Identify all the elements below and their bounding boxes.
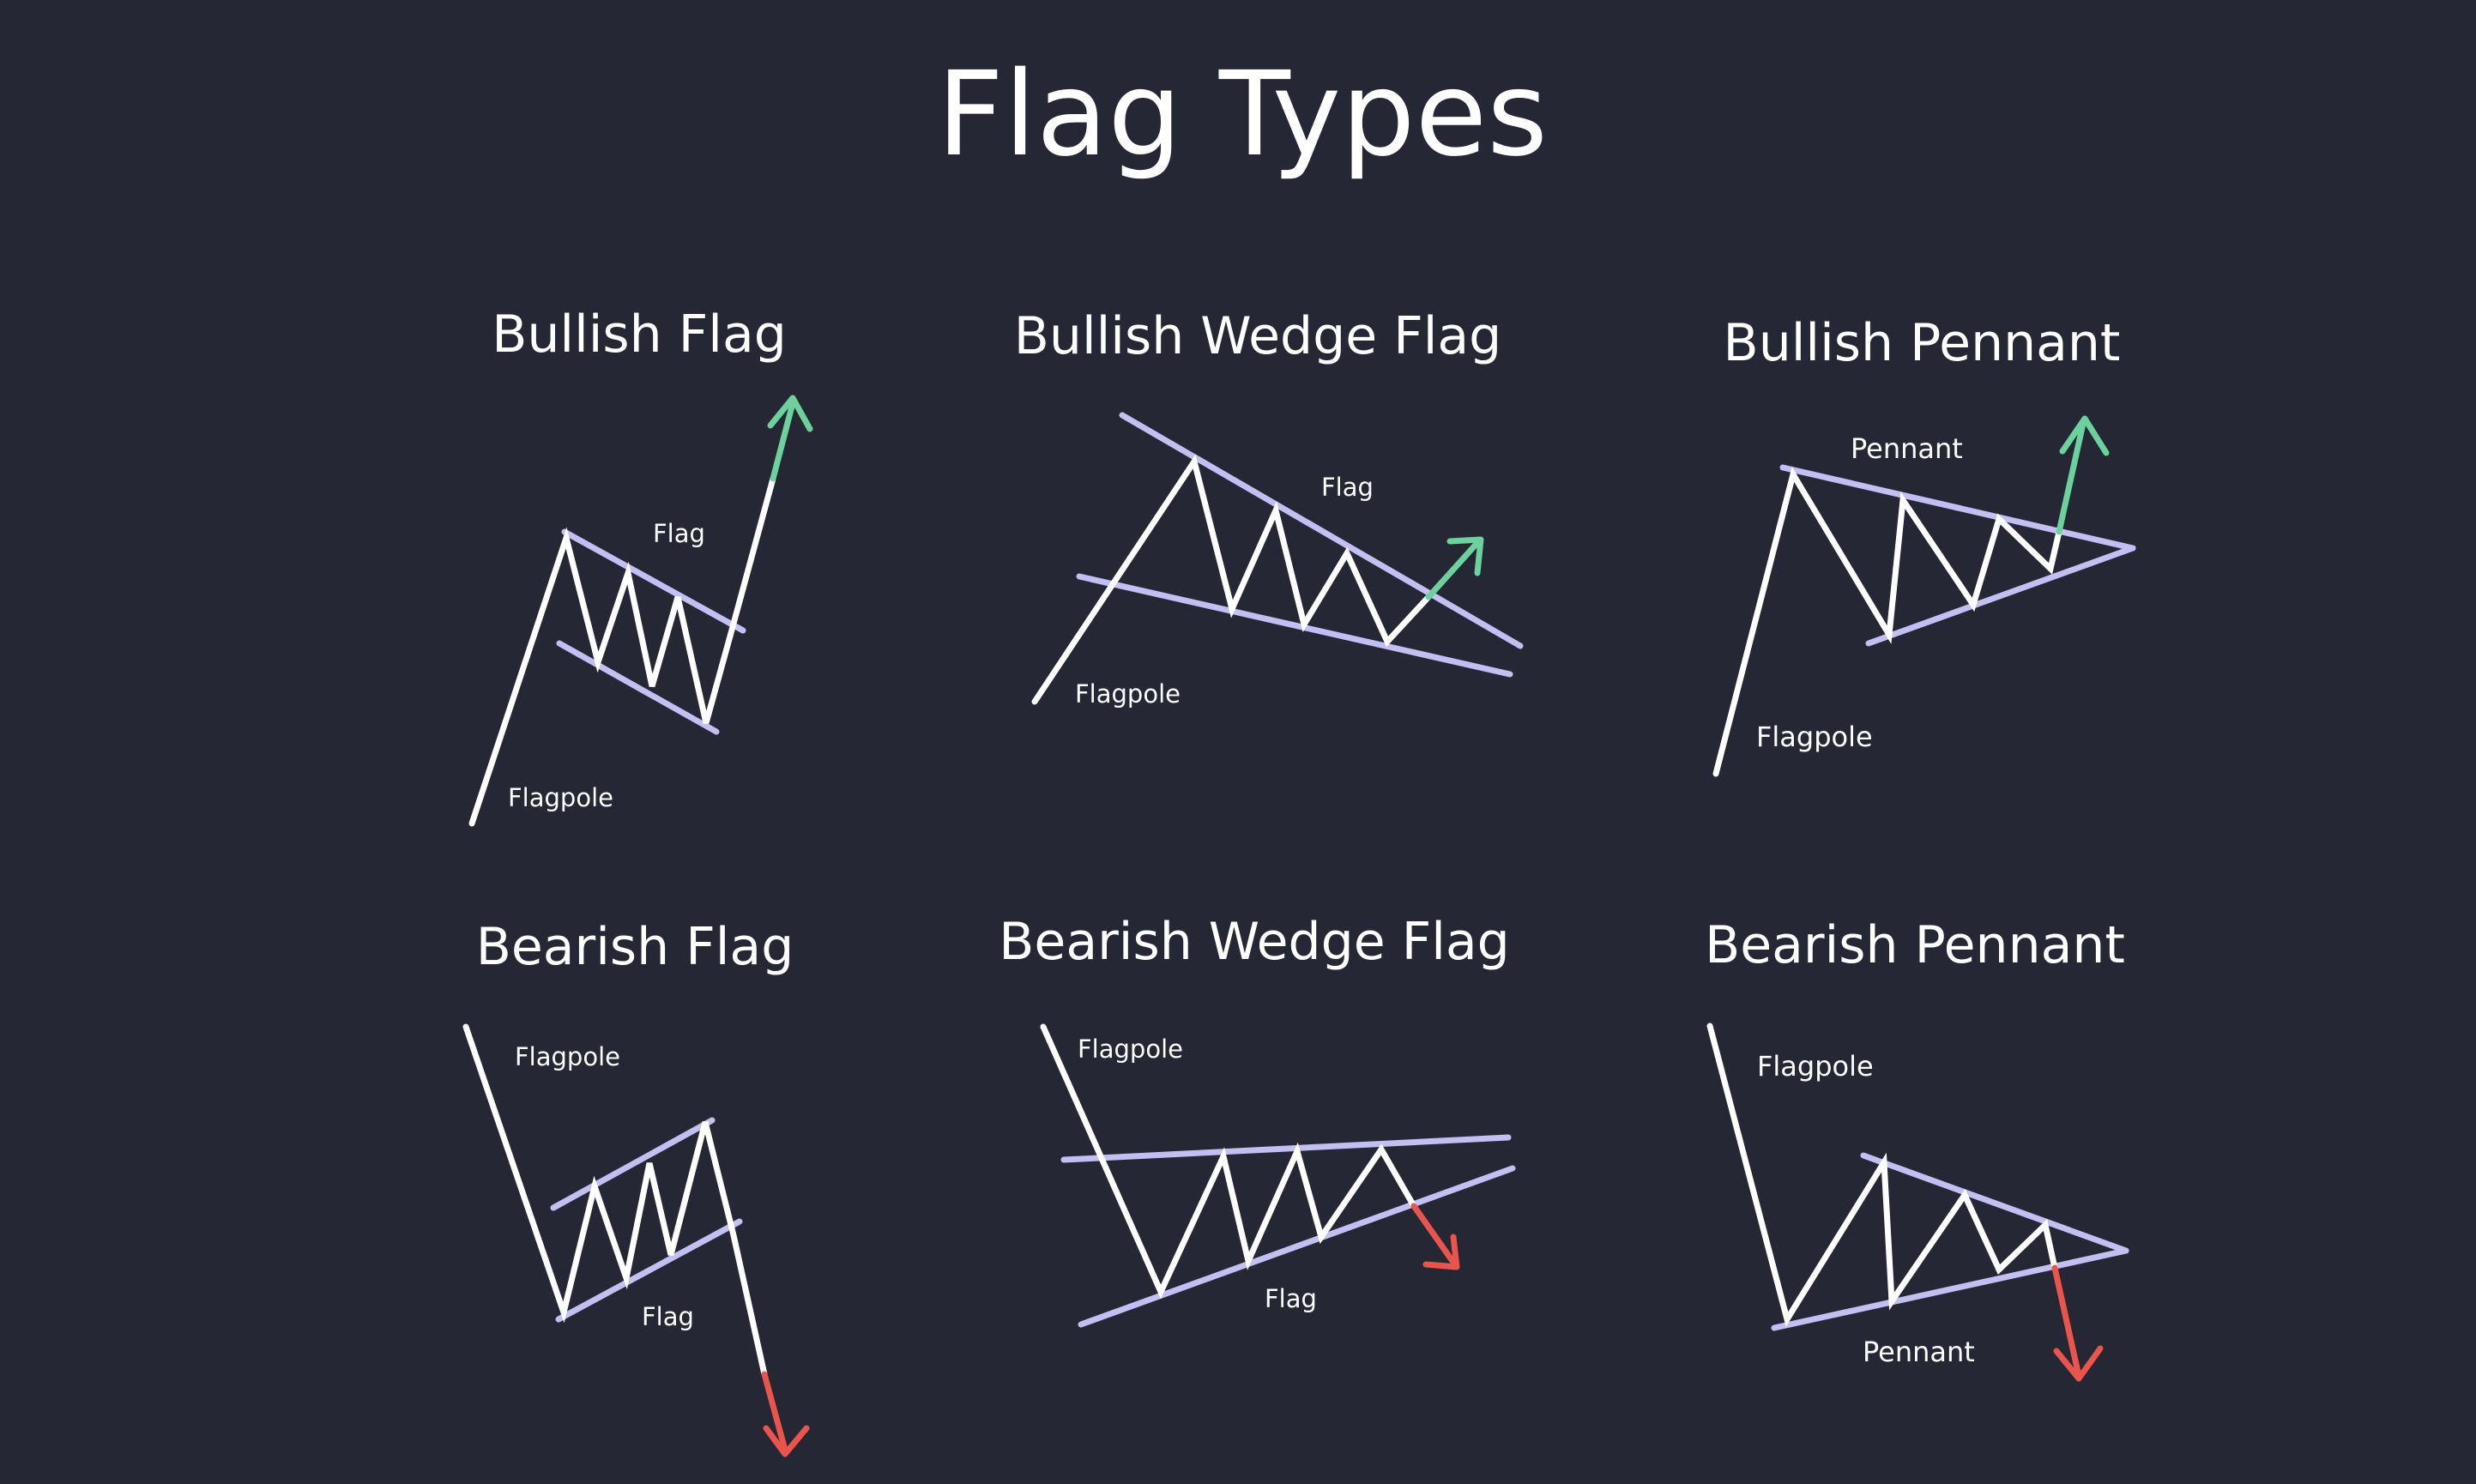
bearish-flag-upper-trendline [550,1117,716,1211]
bullish-wedge-flag-title: Bullish Wedge Flag [1014,306,1501,366]
bearish-flag-flagpole-label: Flagpole [515,1042,620,1071]
bullish-flag-flag-label: Flag [653,519,705,548]
bearish-wedge-flag-upper-trendline [1060,1134,1512,1163]
bearish-pennant-upper-trendline [1860,1152,2129,1254]
bullish-wedge-flag-flag-label: Flag [1321,473,1374,502]
bearish-wedge-flag-lower-trendline [1078,1165,1516,1328]
bearish-wedge-flag-flag-label: Flag [1265,1284,1317,1313]
bearish-wedge-flag-panel: Bearish Wedge Flag Flagpole Flag [999,912,1516,1328]
bullish-wedge-flag-price-line [1031,454,1432,705]
bullish-flag-title: Bullish Flag [492,305,787,365]
bearish-pennant-panel: Bearish Pennant Flagpole Pennant [1705,915,2129,1382]
bearish-flag-price-line [462,1023,768,1378]
bullish-wedge-flag-panel: Bullish Wedge Flag Flag Flagpole [1014,306,1524,709]
bullish-wedge-flag-flagpole-label: Flagpole [1075,679,1181,709]
bullish-pennant-pennant-label: Pennant [1851,432,1963,465]
bullish-pennant-lower-trendline [1865,545,2136,647]
bearish-wedge-flag-title: Bearish Wedge Flag [999,912,1509,972]
bearish-pennant-breakdown-arrow [2051,1264,2104,1382]
bullish-pennant-panel: Bullish Pennant Pennant Flagpole [1712,313,2136,777]
bearish-pennant-flagpole-label: Flagpole [1757,1050,1874,1083]
bullish-wedge-flag-lower-trendline [1076,573,1513,678]
bearish-pennant-price-line [1706,1023,2058,1327]
bullish-pennant-breakout-arrow [2056,415,2110,535]
bearish-wedge-flag-breakdown-arrow [1410,1203,1460,1270]
bullish-flag-price-line [468,475,776,827]
bearish-pennant-title: Bearish Pennant [1705,915,2125,975]
bullish-flag-lower-trendline [556,640,720,735]
bearish-wedge-flag-flagpole-label: Flagpole [1078,1035,1183,1064]
bullish-flag-breakout-arrow [767,395,813,482]
bullish-pennant-flagpole-label: Flagpole [1756,721,1873,753]
bullish-pennant-price-line [1712,467,2062,777]
bearish-pennant-pennant-label: Pennant [1863,1336,1975,1368]
bullish-wedge-flag-upper-trendline [1119,412,1524,649]
bearish-wedge-flag-price-line [1040,1023,1417,1300]
bearish-flag-title: Bearish Flag [476,917,794,977]
bullish-pennant-title: Bullish Pennant [1724,313,2121,373]
bullish-flag-upper-trendline [561,528,746,634]
page-title: Flag Types [937,47,1548,183]
bearish-flag-breakdown-arrow [761,1371,810,1457]
bearish-flag-panel: Bearish Flag Flagpole Flag [462,917,810,1457]
bullish-pennant-upper-trendline [1779,464,2136,552]
bearish-flag-lower-trendline [555,1218,743,1323]
bullish-wedge-flag-breakout-arrow [1425,536,1484,600]
bearish-flag-flag-label: Flag [642,1302,694,1331]
bullish-flag-panel: Bullish Flag Flag Flagpole [468,305,813,827]
bullish-flag-flagpole-label: Flagpole [508,783,613,812]
bearish-pennant-lower-trendline [1771,1247,2129,1331]
